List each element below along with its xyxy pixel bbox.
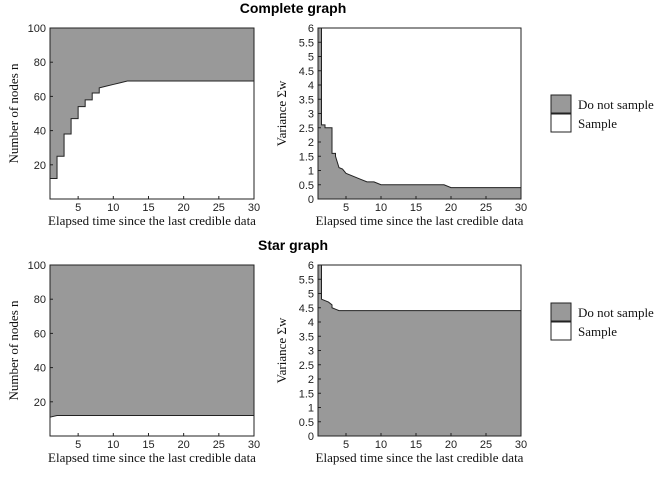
x-tick-label: 10 [375,439,387,451]
x-tick-label: 20 [445,439,457,451]
y-tick-label: 2.5 [299,360,314,372]
plot-frame [49,27,255,200]
legend-star: Do not sample Sample [550,302,654,341]
x-tick-label: 20 [178,439,190,451]
x-tick-label: 10 [107,439,119,451]
chart-3: 5 10 15 20 25 30 0 0.5 1 1.5 2 2.5 3 3.5 4 4.5 5 5.5 6 Elap… [274,260,527,465]
chart-2: 5 10 15 20 25 30 20 40 60 80 100 Elapsed time since… [6,260,260,465]
legend-label-sample: Sample [578,324,617,339]
x-tick-label: 30 [515,439,527,451]
y-tick-label: 1.5 [299,388,314,400]
x-tick-label: 5 [343,439,349,451]
x-tick-label: 25 [213,439,225,451]
y-tick-label: 1.5 [299,151,314,163]
x-tick-label: 20 [445,202,457,214]
y-tick-label: 4.5 [299,303,314,315]
y-tick-label: 2 [308,374,314,386]
legend-label-sample: Sample [578,116,617,131]
y-tick-label: 5 [308,52,314,64]
chart-0: 5 10 15 20 25 30 20 40 60 80 100 Elapsed time since… [6,23,260,228]
x-axis-label: Elapsed time since the last credible dat… [48,450,256,465]
x-tick-label: 30 [248,202,260,214]
x-axis-label: Elapsed time since the last credible dat… [316,450,524,465]
y-tick-label: 3.5 [299,94,314,106]
y-tick-label: 0.5 [299,180,314,192]
y-tick-label: 2 [308,137,314,149]
x-tick-label: 10 [107,202,119,214]
y-tick-label: 3 [308,346,314,358]
x-tick-label: 30 [515,202,527,214]
legend-complete: Do not sample Sample [550,94,654,133]
y-tick-label: 40 [34,126,46,138]
x-tick-label: 15 [410,202,422,214]
y-tick-label: 80 [34,57,46,69]
y-tick-label: 3.5 [299,331,314,343]
decision-boundary [50,80,254,179]
decision-boundary [318,27,521,189]
chart-1: 5 10 15 20 25 30 0 0.5 1 1.5 2 2.5 3 3.5 4 4.5 5 5.5 6 Elap… [274,23,527,228]
y-tick-label: 1 [308,403,314,415]
y-axis-label: Variance Σw [274,80,289,146]
x-tick-label: 5 [75,439,81,451]
y-axis-label: Number of nodes n [6,300,21,401]
y-tick-label: 0 [308,431,314,443]
x-tick-label: 15 [410,439,422,451]
x-tick-label: 25 [480,202,492,214]
region-do-not-sample [318,28,521,199]
x-axis-label: Elapsed time since the last credible dat… [316,213,524,228]
x-tick-label: 15 [142,439,154,451]
section-title-star: Star graph [258,237,328,253]
x-tick-label: 5 [75,202,81,214]
x-tick-label: 30 [248,439,260,451]
y-tick-label: 6 [308,260,314,272]
x-tick-label: 10 [375,202,387,214]
section-title-complete: Complete graph [240,0,347,16]
legend-label-do-not-sample: Do not sample [578,97,654,112]
region-sample [50,81,254,199]
y-tick-label: 4.5 [299,66,314,78]
plot-frame [49,264,255,437]
x-tick-label: 20 [178,202,190,214]
y-tick-label: 5 [308,289,314,301]
y-tick-label: 1 [308,166,314,178]
y-tick-label: 40 [34,363,46,375]
region-do-not-sample [318,265,521,436]
y-tick-label: 100 [28,23,46,35]
y-tick-label: 20 [34,160,46,172]
y-tick-label: 4 [308,317,314,329]
legend-label-do-not-sample: Do not sample [578,305,654,320]
y-tick-label: 6 [308,23,314,35]
region-sample [50,415,254,436]
y-tick-label: 5.5 [299,274,314,286]
decision-boundary [318,264,521,312]
x-tick-label: 15 [142,202,154,214]
x-tick-label: 25 [480,439,492,451]
y-tick-label: 4 [308,80,314,92]
y-tick-label: 100 [28,260,46,272]
y-axis-label: Number of nodes n [6,63,21,164]
x-tick-label: 5 [343,202,349,214]
region-do-not-sample [50,265,254,436]
legend-swatch-do-not-sample [550,302,572,322]
decision-boundary [49,414,254,418]
y-tick-label: 80 [34,294,46,306]
legend-swatch-sample [550,113,572,133]
legend-swatch-do-not-sample [550,94,572,114]
y-tick-label: 60 [34,328,46,340]
y-tick-label: 2.5 [299,123,314,135]
y-tick-label: 3 [308,109,314,121]
region-sample [318,28,521,199]
y-tick-label: 20 [34,397,46,409]
y-tick-label: 0 [308,194,314,206]
legend-swatch-sample [550,321,572,341]
y-tick-label: 5.5 [299,37,314,49]
x-tick-label: 25 [213,202,225,214]
y-axis-label: Variance Σw [274,317,289,383]
y-tick-label: 60 [34,91,46,103]
x-axis-label: Elapsed time since the last credible dat… [48,213,256,228]
y-tick-label: 0.5 [299,417,314,429]
